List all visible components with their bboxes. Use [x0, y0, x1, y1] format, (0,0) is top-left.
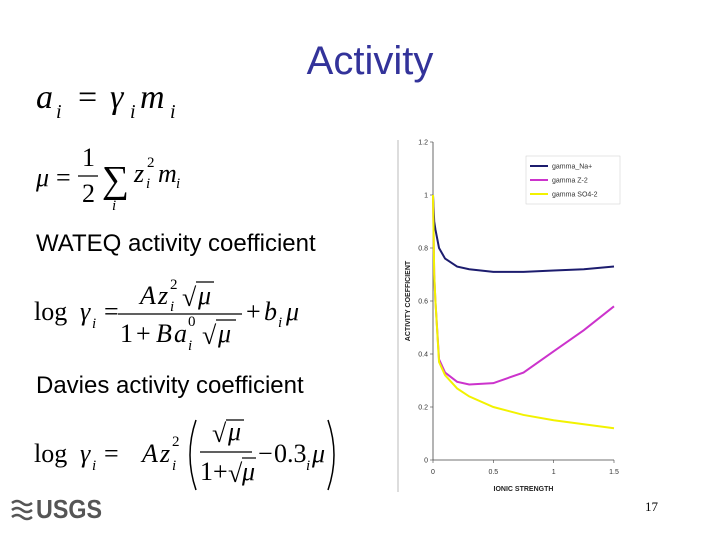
y-tick-label: 1 [424, 193, 428, 200]
equation-3: log γ i = A z i 2 √ μ 1 + B a i 0 √ μ + … [34, 277, 299, 354]
logo-waves [11, 499, 33, 521]
legend-label: gamma SO4-2 [552, 192, 598, 199]
label: WATEQ activity coefficient [36, 230, 316, 257]
eq-token: a [36, 79, 53, 116]
eq-token: m [140, 79, 165, 116]
y-tick-label: 0.6 [418, 299, 428, 306]
eq-token: μ [217, 319, 231, 348]
x-tick-label: 1 [552, 469, 556, 476]
eq-token: 2 [172, 434, 180, 450]
x-tick-label: 0.5 [488, 469, 498, 476]
logo-text: USGS [36, 494, 102, 524]
chart: 0 0.2 0.4 0.6 0.8 1 1.2 0 0.5 1 1.5 IONIC STRENGTH A… [405, 140, 621, 493]
x-axis-label: IONIC STRENGTH [494, 486, 554, 493]
eq-token: 2 [82, 179, 95, 208]
eq-token: 2 [147, 155, 155, 171]
slide-title: Activity [307, 39, 434, 83]
eq-token: = [104, 439, 119, 468]
eq-token: i [170, 101, 176, 123]
eq-token: B [156, 319, 172, 348]
eq-token: γ [80, 297, 91, 326]
y-tick-label: 0.8 [418, 246, 428, 253]
eq-token: = [104, 297, 119, 326]
eq-token: μ [197, 281, 211, 310]
y-tick-label: 0.4 [418, 352, 428, 359]
eq-token: i [278, 315, 282, 331]
eq-token: A [140, 439, 158, 468]
eq-token: 1 [120, 319, 133, 348]
eq-token: i [92, 458, 96, 474]
y-tick-label: 1.2 [418, 140, 428, 147]
eq-token: = [56, 163, 71, 192]
eq-token: i [172, 458, 176, 474]
eq-token: − [258, 439, 273, 468]
eq-token: i [112, 198, 116, 214]
eq-token: i [92, 316, 96, 332]
eq-token: 0 [188, 314, 196, 330]
eq-token: μ [227, 417, 241, 446]
eq-token: b [264, 297, 277, 326]
eq-token: z [133, 159, 144, 188]
series-line [432, 194, 615, 430]
eq-token: μ [285, 297, 299, 326]
eq-token: a [174, 319, 187, 348]
eq-token: i [146, 176, 150, 192]
y-axis-label: ACTIVITY COEFFICIENT [405, 260, 412, 341]
eq-token: μ [35, 163, 49, 192]
eq-token: A [138, 281, 156, 310]
eq-token: i [306, 458, 310, 474]
eq-token: i [176, 176, 180, 192]
eq-token: z [157, 281, 168, 310]
eq-token: + [246, 297, 261, 326]
eq-token: √ [228, 459, 243, 488]
x-tick-label: 0 [431, 469, 435, 476]
eq-token: m [158, 159, 177, 188]
label: Davies activity coefficient [36, 372, 304, 399]
page-number: 17 [645, 499, 659, 514]
eq-token: ∑ [102, 159, 129, 201]
eq-token: γ [80, 439, 91, 468]
y-tick-label: 0 [424, 458, 428, 465]
y-tick-label: 0.2 [418, 405, 428, 412]
legend-label: gamma Z-2 [552, 178, 588, 185]
logo: USGS [11, 494, 102, 524]
eq-token: i [170, 299, 174, 315]
equation-4: log γ i = A z i 2 √ μ 1 + √ μ − 0.3 i μ [34, 417, 335, 491]
equation-1: a i = γ i m i [36, 79, 176, 123]
parenthesis [327, 419, 335, 491]
eq-token: z [159, 439, 170, 468]
series-line [432, 194, 615, 273]
eq-token: μ [311, 439, 325, 468]
eq-token: μ [241, 457, 255, 486]
eq-token: 2 [170, 277, 178, 293]
eq-token: 1 [200, 457, 213, 486]
eq-token: i [56, 101, 62, 123]
eq-token: √ [202, 321, 217, 350]
eq-token: log [34, 439, 67, 468]
legend-label: gamma_Na+ [552, 164, 592, 171]
eq-token: log [34, 297, 67, 326]
eq-token: √ [182, 283, 197, 312]
eq-token: γ [110, 79, 125, 116]
eq-token: i [130, 101, 136, 123]
parenthesis [189, 419, 197, 491]
eq-token: 1 [82, 143, 95, 172]
eq-token: = [78, 79, 97, 116]
equation-2: μ = 1 2 ∑ i z i 2 m i [35, 143, 180, 214]
eq-token: 0.3 [274, 439, 307, 468]
eq-token: + [136, 319, 151, 348]
eq-token: i [188, 338, 192, 354]
eq-token: √ [212, 419, 227, 448]
x-tick-label: 1.5 [609, 469, 619, 476]
eq-token: + [213, 457, 228, 486]
